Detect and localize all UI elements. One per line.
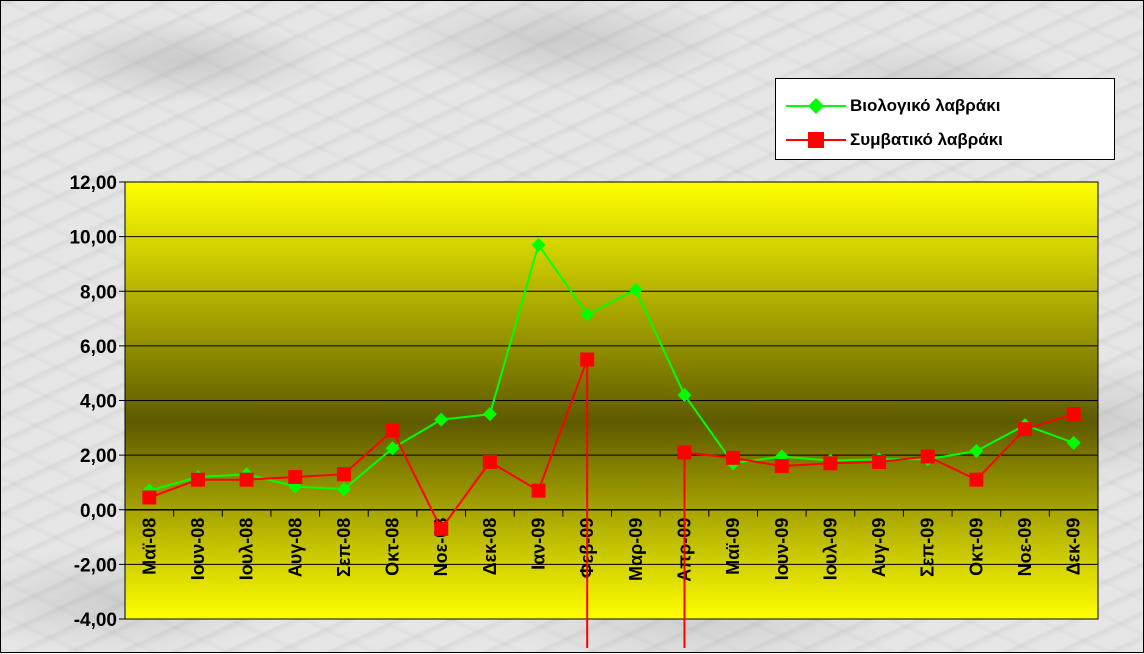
y-tick-label: 10,00 xyxy=(69,228,117,249)
data-point-diamond xyxy=(434,412,449,427)
data-point-square xyxy=(774,459,789,474)
y-tick-label: 12,00 xyxy=(69,173,117,194)
gridlines xyxy=(119,181,1098,620)
legend-entry-organic: Βιολογικό λαβράκι xyxy=(776,93,1000,119)
x-tick-label: Αυγ-09 xyxy=(869,518,889,578)
x-tick-label: Οκτ-09 xyxy=(966,518,986,576)
x-tick-label: Σεπ-09 xyxy=(918,518,938,577)
data-point-square xyxy=(969,472,984,487)
data-point-square xyxy=(677,445,692,460)
data-point-square xyxy=(872,454,887,469)
x-tick-label: Μαϊ-09 xyxy=(723,518,743,575)
data-point-square xyxy=(1066,407,1081,422)
data-point-diamond xyxy=(385,441,400,456)
legend-label-organic: Βιολογικό λαβράκι xyxy=(850,96,1001,115)
data-point-diamond xyxy=(628,282,643,297)
data-point-square xyxy=(288,469,303,484)
y-axis-tick-labels: -4,00 -2,00 0,00 2,00 4,00 6,00 8,00 10,00 12,00 xyxy=(69,173,117,631)
y-tick-label: 4,00 xyxy=(80,392,117,413)
y-tick-label: 0,00 xyxy=(80,501,117,522)
data-point-diamond xyxy=(969,444,984,459)
series-layer xyxy=(142,237,1081,648)
legend: Βιολογικό λαβράκι Συμβατικό λαβράκι xyxy=(775,78,1115,160)
data-point-square xyxy=(385,423,400,438)
data-point-diamond xyxy=(580,307,595,322)
x-tick-label: Μαϊ-08 xyxy=(139,518,159,575)
data-point-square xyxy=(336,467,351,482)
x-tick-label: Σεπ-08 xyxy=(334,518,354,577)
data-point-square xyxy=(823,456,838,471)
y-tick-label: 8,00 xyxy=(80,282,117,303)
x-tick-label: Οκτ-08 xyxy=(383,518,403,576)
data-point-square xyxy=(482,454,497,469)
x-tick-label: Ιουλ-08 xyxy=(237,518,257,581)
series-line-0 xyxy=(149,242,1075,492)
legend-label-conventional: Συμβατικό λαβράκι xyxy=(850,130,1003,149)
x-tick-label: Νοε-09 xyxy=(1015,518,1035,577)
y-tick-label: -2,00 xyxy=(74,555,117,576)
data-point-square xyxy=(531,483,546,498)
x-tick-label: Ιουλ-09 xyxy=(820,518,840,581)
x-tick-label: Ιαν-09 xyxy=(529,518,549,570)
data-point-square xyxy=(580,352,595,367)
legend-swatch-organic xyxy=(786,93,846,119)
x-tick-label: Δεκ-08 xyxy=(480,518,500,576)
data-point-square xyxy=(239,472,254,487)
legend-swatch-conventional xyxy=(786,127,846,153)
data-point-diamond xyxy=(531,237,546,252)
data-point-square xyxy=(142,490,157,505)
y-tick-label: -4,00 xyxy=(74,610,117,631)
data-point-diamond xyxy=(482,407,497,422)
data-point-square xyxy=(434,521,449,536)
data-point-square xyxy=(920,449,935,464)
y-tick-label: 6,00 xyxy=(80,337,117,358)
axes xyxy=(124,182,1099,619)
x-tick-label: Δεκ-09 xyxy=(1064,518,1084,576)
data-point-square xyxy=(190,472,205,487)
data-point-diamond xyxy=(1066,435,1081,450)
data-point-diamond xyxy=(677,388,692,403)
data-point-square xyxy=(1018,422,1033,437)
data-point-square xyxy=(726,450,741,465)
x-tick-label: Ιουν-08 xyxy=(188,518,208,581)
y-tick-label: 2,00 xyxy=(80,446,117,467)
legend-entry-conventional: Συμβατικό λαβράκι xyxy=(776,127,1003,153)
x-tick-label: Αυγ-08 xyxy=(285,518,305,578)
x-tick-label: Ιουν-09 xyxy=(772,518,792,581)
x-tick-label: Μαρ-09 xyxy=(626,518,646,581)
data-point-diamond xyxy=(336,482,351,497)
